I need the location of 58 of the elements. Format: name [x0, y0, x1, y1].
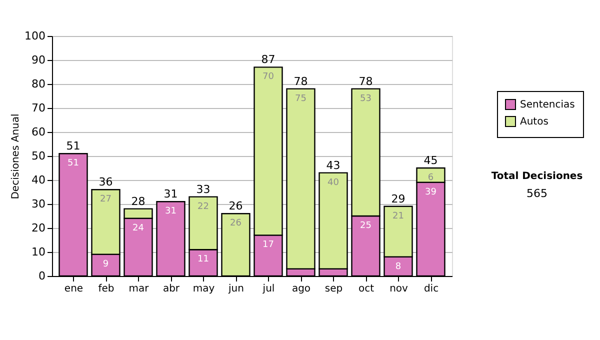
x-tick-label: jul	[262, 284, 275, 294]
data-label: 75	[295, 94, 306, 104]
data-label: 40	[328, 178, 340, 188]
data-label: 6	[428, 173, 434, 183]
y-tick-label: 60	[32, 126, 46, 138]
x-tick-label: ene	[64, 284, 84, 294]
y-tick-label: 100	[24, 30, 46, 42]
x-tick-label: jun	[228, 284, 244, 294]
data-label: 39	[425, 187, 437, 198]
total-label: 29	[391, 192, 406, 206]
data-label: 8	[395, 262, 402, 272]
data-label: 11	[198, 254, 209, 265]
data-label: 51	[68, 158, 79, 169]
text: Total Decisiones	[491, 171, 583, 182]
total-label: 51	[66, 140, 80, 153]
y-tick-label: 70	[32, 102, 46, 114]
data-label: 27	[100, 194, 112, 205]
y-tick-label: 30	[32, 198, 46, 210]
total-label: 45	[424, 154, 438, 167]
y-tick-label: 50	[32, 150, 46, 162]
x-tick-label: feb	[98, 284, 114, 294]
y-tick-label: 20	[32, 222, 46, 234]
total-label: 78	[294, 74, 308, 88]
data-label: 24	[132, 223, 144, 234]
x-tick-label: may	[192, 284, 215, 294]
data-label: 31	[165, 206, 176, 217]
total-label: 28	[131, 194, 146, 208]
y-tick-label: 0	[38, 270, 46, 282]
total-label: 36	[98, 176, 113, 189]
legend-label: Sentencias	[520, 100, 575, 110]
x-tick-label: dic	[424, 284, 439, 294]
x-tick-label: nov	[390, 284, 408, 294]
y-tick-label: 10	[32, 246, 46, 258]
data-label: 21	[392, 211, 404, 222]
data-label: 9	[102, 259, 109, 270]
y-tick-label: 40	[32, 174, 46, 186]
data-label: 17	[262, 240, 274, 250]
text: 565	[526, 187, 548, 200]
y-axis-title: Decisiones Anual	[10, 114, 22, 200]
total-label: 26	[228, 200, 243, 213]
data-label: 70	[262, 72, 274, 82]
total-label: 33	[196, 182, 210, 196]
total-label: 87	[261, 53, 276, 66]
y-tick-label: 90	[32, 54, 46, 66]
total-label: 43	[326, 158, 340, 172]
x-tick-label: sep	[324, 284, 343, 294]
x-tick-label: abr	[162, 284, 180, 294]
x-tick-label: mar	[128, 284, 150, 294]
total-label: 78	[358, 74, 373, 88]
data-label: 22	[198, 202, 209, 212]
data-label: 53	[360, 94, 372, 104]
data-label: 25	[360, 221, 372, 231]
y-tick-label: 80	[32, 78, 46, 90]
legend-label: Autos	[520, 116, 548, 128]
x-tick-label: ago	[292, 284, 311, 294]
total-label: 31	[164, 188, 178, 201]
data-label: 26	[230, 218, 242, 229]
x-tick-label: oct	[358, 284, 374, 294]
